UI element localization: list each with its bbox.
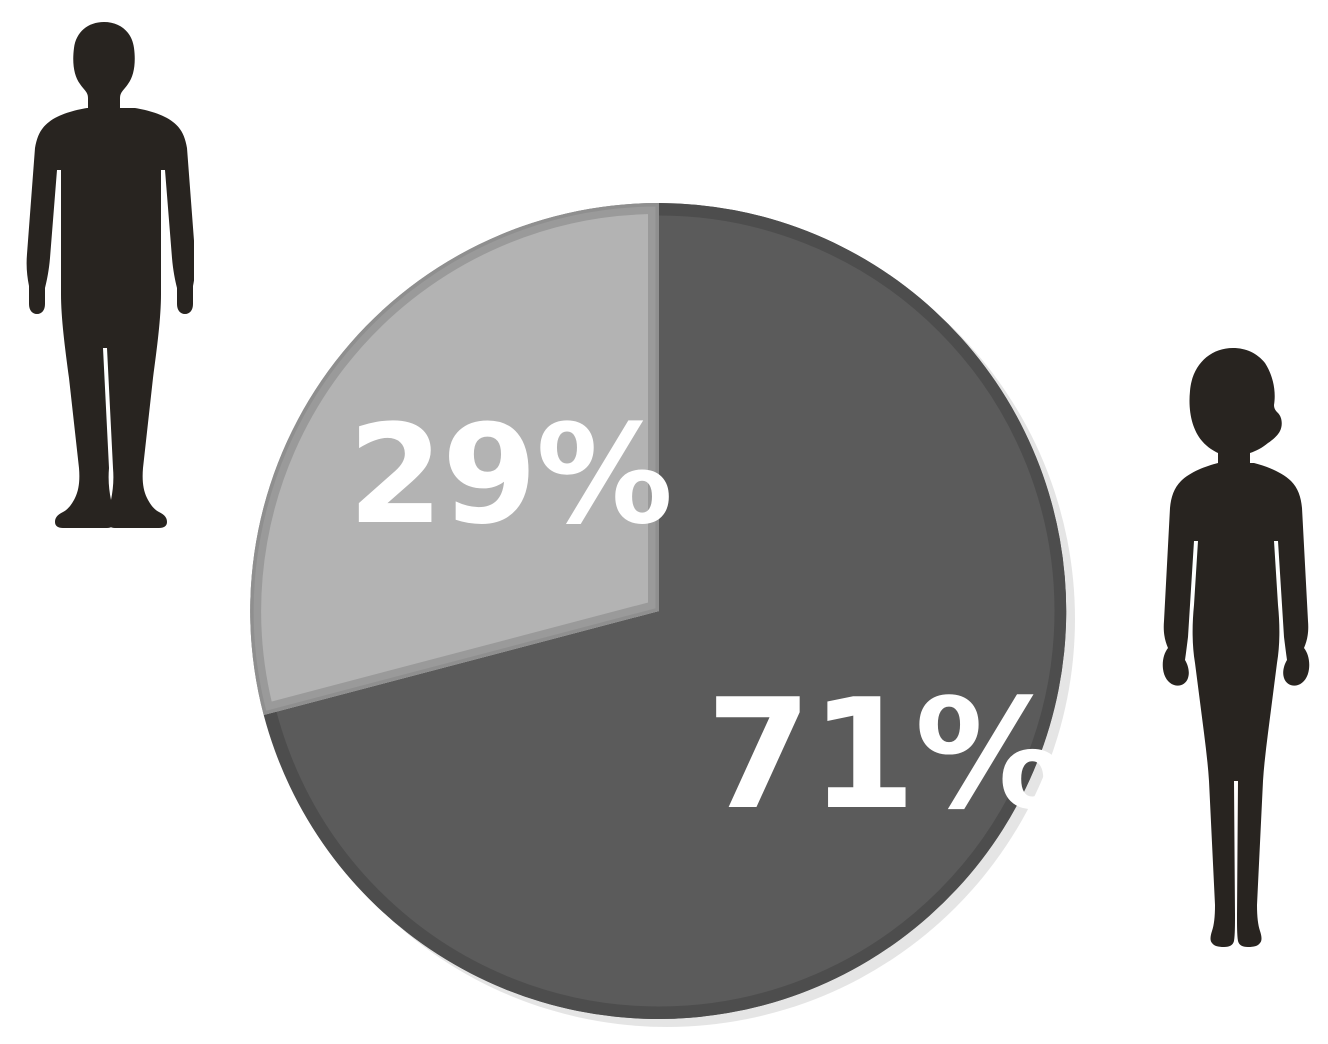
male-figure-svg — [26, 22, 194, 528]
female-figure-icon — [1150, 345, 1316, 950]
pie-label-71: 71% — [706, 666, 1067, 843]
pie-label-29: 29% — [348, 396, 673, 555]
pie-slice-dark-body — [263, 203, 1067, 1019]
pie-chart-svg — [250, 202, 1075, 1027]
female-figure-svg — [1162, 348, 1310, 947]
pie-slice-light-edge — [250, 202, 660, 715]
pie-chart — [243, 195, 1083, 1035]
pie-slice-light[interactable] — [250, 202, 660, 715]
male-figure-icon — [14, 18, 194, 530]
pie-slice-light-body — [250, 202, 659, 715]
